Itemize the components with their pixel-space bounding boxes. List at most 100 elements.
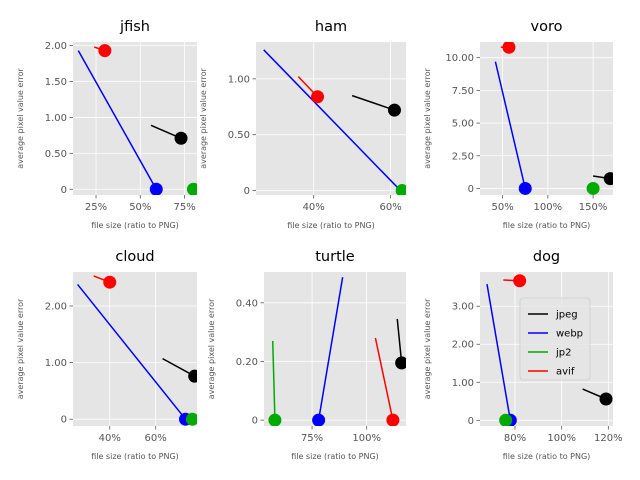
series-line-avif [374,337,394,421]
panel-dog: 80% 100% 120% 0 1.00 2.00 3.00 dog file size (ra… [423,249,623,461]
panel-cloud: 40% 60% 0 1.00 2.00 cloud file size (ratio to … [16,249,197,461]
series-line-webp [317,277,344,421]
y-tick-label: 1.00 [45,113,67,124]
x-tick-label: 50% [492,202,514,213]
panel-turtle: 75% 100% 0 0.20 0.40 turtle file size (ratio t… [207,249,406,461]
y-axis-label: average pixel value error [16,68,25,169]
y-tick-label: 5.00 [452,119,474,130]
series-line-webp [494,61,526,189]
y-tick-label: 0.50 [228,130,250,141]
series-marker-jpeg [599,392,613,406]
legend-label: webp [556,329,583,340]
plot-area [73,42,197,195]
series-marker-webp [149,182,163,195]
x-tick-label: 25% [85,202,107,213]
series-marker-avif [386,413,400,426]
y-tick-label: 10.00 [445,53,474,64]
series-line-jpeg [351,94,395,111]
y-axis-label: average pixel value error [423,68,432,169]
x-axis-label: file size (ratio to PNG) [91,452,179,461]
y-tick-label: 2.00 [45,301,67,312]
panel-title: cloud [115,249,154,265]
x-tick-label: 80% [504,433,526,444]
x-tick-label: 100% [352,433,381,444]
series-marker-jpeg [395,356,406,370]
x-tick-label: 40% [99,433,121,444]
x-tick-label: 75% [173,202,195,213]
y-tick-label: 0 [468,184,474,195]
series-line-webp [486,284,512,421]
series-line-webp [77,283,187,420]
series-marker-avif [311,90,325,104]
plot-area [480,42,613,195]
x-tick-label: 100% [547,433,576,444]
y-tick-label: 2.00 [45,41,67,52]
panel-title: dog [533,249,560,265]
series-marker-jp2 [268,413,282,426]
x-axis-label: file size (ratio to PNG) [291,452,379,461]
y-tick-label: 0 [468,416,474,427]
series-marker-webp [518,181,532,195]
series-marker-jp2 [395,184,406,195]
x-axis-label: file size (ratio to PNG) [503,221,591,230]
y-tick-label: 1.00 [45,358,67,369]
panel-title: jfish [119,19,150,35]
series-group [263,49,406,195]
series-line-webp [77,50,157,190]
y-axis-label: average pixel value error [423,298,432,399]
x-tick-label: 75% [301,433,323,444]
legend: jpeg webp jp2 avif [519,297,591,381]
y-tick-label: 2.50 [452,151,474,162]
series-group [494,42,613,195]
series-group [77,275,197,426]
panel-title: voro [531,19,563,35]
series-marker-avif [98,44,112,58]
legend-label: jpeg [555,310,578,321]
x-axis-label: file size (ratio to PNG) [91,221,179,230]
x-tick-label: 50% [129,202,151,213]
x-tick-label: 40% [303,202,325,213]
series-marker-jpeg [387,103,401,117]
series-marker-jpeg [188,369,197,383]
series-marker-jp2 [586,181,600,195]
y-tick-label: 0.20 [236,357,258,368]
y-tick-label: 0.50 [45,149,67,160]
series-line-webp [263,49,399,189]
series-marker-webp [312,413,326,426]
plot-area [73,272,197,426]
plot-area [264,272,406,426]
x-tick-label: 100% [534,202,563,213]
series-group [268,277,406,426]
series-marker-jpeg [603,172,613,186]
x-axis-label: file size (ratio to PNG) [503,452,591,461]
series-marker-jp2 [185,412,197,426]
panel-title: turtle [315,249,355,265]
legend-label: jp2 [555,348,572,359]
series-group [486,274,613,426]
series-line-jp2 [271,340,276,421]
x-tick-label: 150% [579,202,608,213]
series-marker-avif [513,274,527,288]
y-tick-label: 7.50 [452,86,474,97]
series-marker-jp2 [186,182,197,195]
series-marker-avif [502,42,516,54]
y-tick-label: 0 [244,186,250,197]
y-tick-label: 0 [61,415,67,426]
series-line-jpeg [396,318,403,364]
series-marker-jp2 [499,413,513,426]
series-group [77,44,197,195]
panel-jfish: 25% 50% 75% 0 0.50 1.00 1.50 2.00 jfish file size… [16,19,197,230]
panel-ham: 40% 60% 0 0.50 1.00 ham file size (ratio to PN… [199,19,406,230]
legend-label: avif [556,367,575,378]
y-tick-label: 1.00 [228,74,250,85]
y-tick-label: 1.50 [45,77,67,88]
x-tick-label: 120% [594,433,623,444]
y-tick-label: 1.00 [452,378,474,389]
panel-voro: 50% 100% 150% 0 2.50 5.00 7.50 10.00 voro file si… [423,19,613,230]
y-axis-label: average pixel value error [16,298,25,399]
series-marker-jpeg [174,131,188,145]
x-tick-label: 60% [145,433,167,444]
y-tick-label: 3.00 [452,302,474,313]
x-tick-label: 60% [379,202,401,213]
